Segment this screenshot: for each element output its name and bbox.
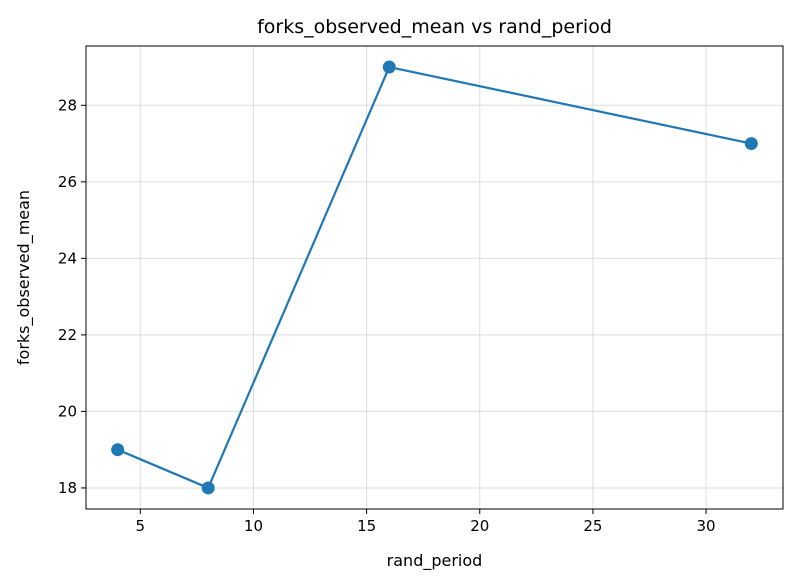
x-tick-label: 20 xyxy=(470,517,489,535)
y-axis-label: forks_observed_mean xyxy=(14,190,34,365)
x-axis-label: rand_period xyxy=(387,551,483,571)
data-point xyxy=(111,443,125,457)
x-tick-label: 10 xyxy=(244,517,263,535)
y-tick-label: 20 xyxy=(58,402,77,420)
y-tick-label: 22 xyxy=(58,326,77,344)
y-tick-label: 28 xyxy=(58,96,77,114)
y-tick-label: 24 xyxy=(58,249,77,267)
y-tick-label: 18 xyxy=(58,479,77,497)
plot-frame xyxy=(85,45,784,510)
x-tick-label: 5 xyxy=(136,517,146,535)
x-tick-label: 30 xyxy=(697,517,716,535)
data-point xyxy=(744,137,758,151)
y-axis: 18 20 22 24 26 28 xyxy=(58,96,86,497)
x-tick-label: 15 xyxy=(357,517,376,535)
y-tick-label: 26 xyxy=(58,173,77,191)
data-point xyxy=(201,481,215,495)
series-line xyxy=(117,65,752,490)
x-axis: 5 10 15 20 25 30 xyxy=(136,509,716,535)
chart-title: forks_observed_mean vs rand_period xyxy=(257,16,612,38)
data-point xyxy=(382,60,396,74)
series-layer xyxy=(111,60,758,495)
x-tick-label: 25 xyxy=(583,517,602,535)
